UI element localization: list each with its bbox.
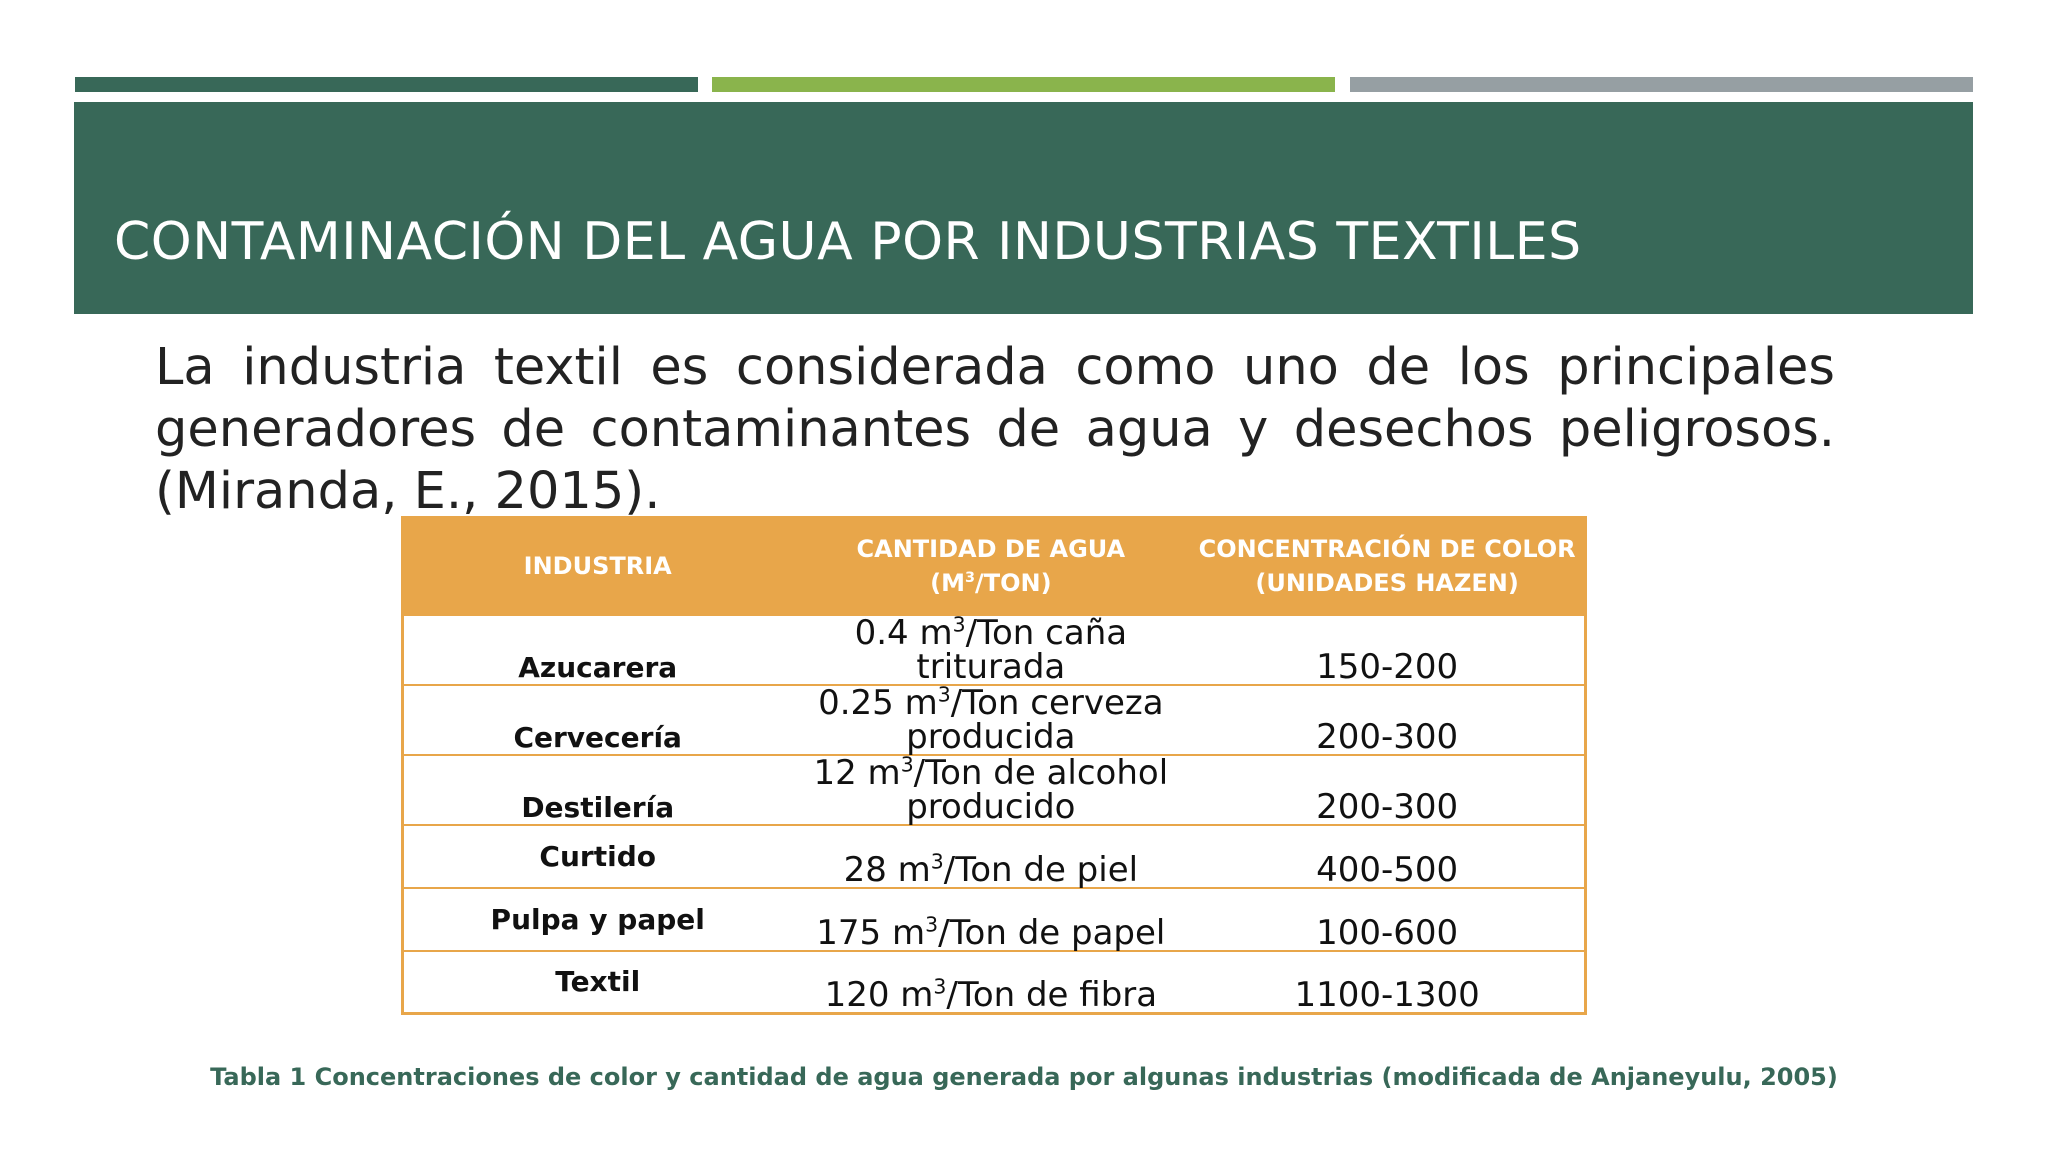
table-row: Destilería 12 m3/Ton de alcohol producid…: [402, 753, 1586, 825]
header-concentracion-color: CONCENTRACIÓN DE COLOR (UNIDADES HAZEN): [1198, 535, 1576, 598]
cell-concentracion: 100-600: [1190, 886, 1586, 951]
cell-concentracion: 1100-1300: [1190, 949, 1586, 1014]
cell-industria: Destilería: [402, 753, 792, 825]
cell-industria: Pulpa y papel: [402, 886, 792, 951]
accent-bar-light-green: [712, 77, 1335, 92]
cell-cantidad-agua: 12 m3/Ton de alcohol producido: [791, 753, 1191, 825]
cell-industria: Azucarera: [402, 613, 792, 685]
accent-bar-gray: [1350, 77, 1973, 92]
cell-concentracion: 200-300: [1190, 753, 1586, 825]
slide-title: CONTAMINACIÓN DEL AGUA POR INDUSTRIAS TE…: [114, 212, 1582, 272]
cell-cantidad-agua: 120 m3/Ton de fibra: [791, 949, 1191, 1014]
industry-table: INDUSTRIA CANTIDAD DE AGUA (M3/TON) CONC…: [401, 516, 1587, 1015]
cell-concentracion: 400-500: [1190, 823, 1586, 888]
table-row: Cervecería 0.25 m3/Ton cerveza producida…: [402, 683, 1586, 755]
header-cantidad-agua: CANTIDAD DE AGUA (M3/TON): [856, 535, 1126, 598]
cell-cantidad-agua: 28 m3/Ton de piel: [791, 823, 1191, 888]
table-row: Azucarera 0.4 m3/Ton caña triturada 150-…: [402, 613, 1586, 685]
cell-cantidad-agua: 175 m3/Ton de papel: [791, 886, 1191, 951]
body-paragraph: La industria textil es considerada como …: [155, 338, 1835, 521]
cell-industria: Cervecería: [402, 683, 792, 755]
title-band: CONTAMINACIÓN DEL AGUA POR INDUSTRIAS TE…: [74, 102, 1973, 314]
table-caption: Tabla 1 Concentraciones de color y canti…: [210, 1063, 1838, 1091]
table-row: Curtido 28 m3/Ton de piel 400-500: [402, 823, 1586, 888]
cell-cantidad-agua: 0.4 m3/Ton caña triturada: [791, 613, 1191, 685]
cell-concentracion: 150-200: [1190, 613, 1586, 685]
accent-bar-dark-green: [75, 77, 698, 92]
table-row: Pulpa y papel 175 m3/Ton de papel 100-60…: [402, 886, 1586, 951]
cell-cantidad-agua: 0.25 m3/Ton cerveza producida: [791, 683, 1191, 755]
cell-industria: Curtido: [402, 823, 792, 888]
table-header-row: INDUSTRIA CANTIDAD DE AGUA (M3/TON) CONC…: [402, 517, 1586, 615]
table-row: Textil 120 m3/Ton de fibra 1100-1300: [402, 949, 1586, 1014]
header-industria: INDUSTRIA: [523, 552, 672, 581]
cell-concentracion: 200-300: [1190, 683, 1586, 755]
cell-industria: Textil: [402, 949, 792, 1014]
